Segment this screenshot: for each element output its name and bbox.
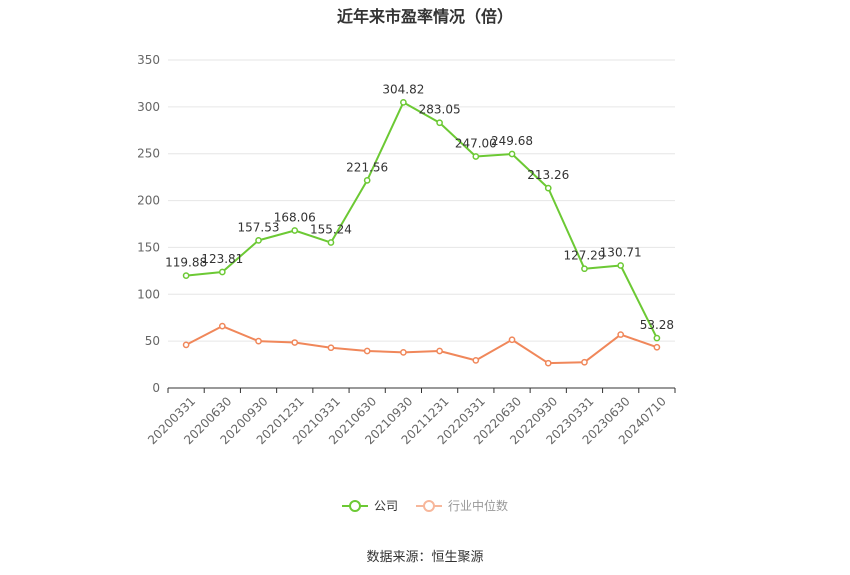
series-line-company: [186, 101, 658, 339]
data-point-industry: [617, 331, 625, 338]
data-point-industry: [436, 347, 443, 355]
y-tick-label: 200: [137, 194, 160, 208]
data-point-industry: [363, 347, 371, 355]
legend-item-industry[interactable]: 行业中位数: [416, 497, 508, 514]
data-label: 157.53: [238, 220, 280, 234]
y-tick-label: 300: [137, 100, 160, 114]
data-point-company: [508, 150, 516, 158]
data-point-company: [400, 98, 407, 106]
grid-lines: [168, 59, 675, 342]
data-point-industry: [400, 349, 407, 356]
series-line-industry: [185, 325, 658, 365]
legend-company-icon: [341, 499, 368, 512]
data-point-company: [653, 334, 661, 342]
source-note: 数据来源：恒生聚源: [366, 550, 484, 565]
chart-title: 近年来市盈率情况（倍）: [336, 7, 513, 26]
data-point-company: [581, 265, 588, 273]
series: [182, 98, 661, 367]
data-label: 304.82: [382, 82, 424, 96]
y-tick-label: 250: [137, 147, 160, 161]
data-label: 247.00: [455, 137, 497, 151]
data-point-company: [472, 153, 480, 160]
y-tick-label: 50: [145, 334, 160, 348]
data-label: 249.68: [491, 134, 533, 148]
legend: 公司 行业中位数: [0, 497, 850, 514]
y-tick-label: 350: [137, 53, 160, 67]
data-point-company: [327, 239, 335, 246]
data-label: 127.29: [563, 249, 605, 263]
data-label: 213.26: [527, 168, 569, 182]
data-point-company: [436, 119, 443, 127]
legend-industry-label: 行业中位数: [448, 499, 509, 513]
data-label: 283.05: [419, 103, 461, 117]
data-label: 130.71: [600, 246, 642, 260]
data-label: 221.56: [346, 160, 388, 174]
data-point-industry: [653, 343, 661, 351]
y-tick-label: 0: [152, 381, 160, 395]
data-label: 119.88: [165, 256, 207, 270]
legend-company-label: 公司: [373, 499, 398, 513]
y-tick-label: 100: [137, 287, 160, 301]
data-point-industry: [508, 336, 516, 344]
data-point-industry: [218, 322, 226, 330]
data-label: 155.24: [310, 223, 352, 237]
data-label: 123.81: [201, 252, 243, 266]
data-point-industry: [327, 344, 335, 352]
data-point-industry: [291, 339, 299, 346]
data-point-company: [291, 227, 299, 234]
data-point-company: [218, 268, 226, 276]
data-point-company: [182, 272, 190, 280]
data-point-industry: [182, 341, 190, 349]
data-point-company: [255, 237, 262, 244]
data-point-company: [617, 262, 625, 269]
data-point-company: [363, 177, 371, 184]
legend-industry-icon: [416, 499, 442, 512]
data-point-company: [544, 184, 552, 192]
data-point-industry: [255, 337, 262, 345]
legend-item-company[interactable]: 公司: [341, 497, 398, 514]
data-point-industry: [581, 358, 588, 366]
data-label: 53.28: [640, 318, 674, 332]
data-point-industry: [544, 359, 552, 367]
data-label: 168.06: [274, 211, 316, 225]
y-tick-label: 150: [137, 240, 160, 254]
data-point-industry: [472, 357, 480, 364]
